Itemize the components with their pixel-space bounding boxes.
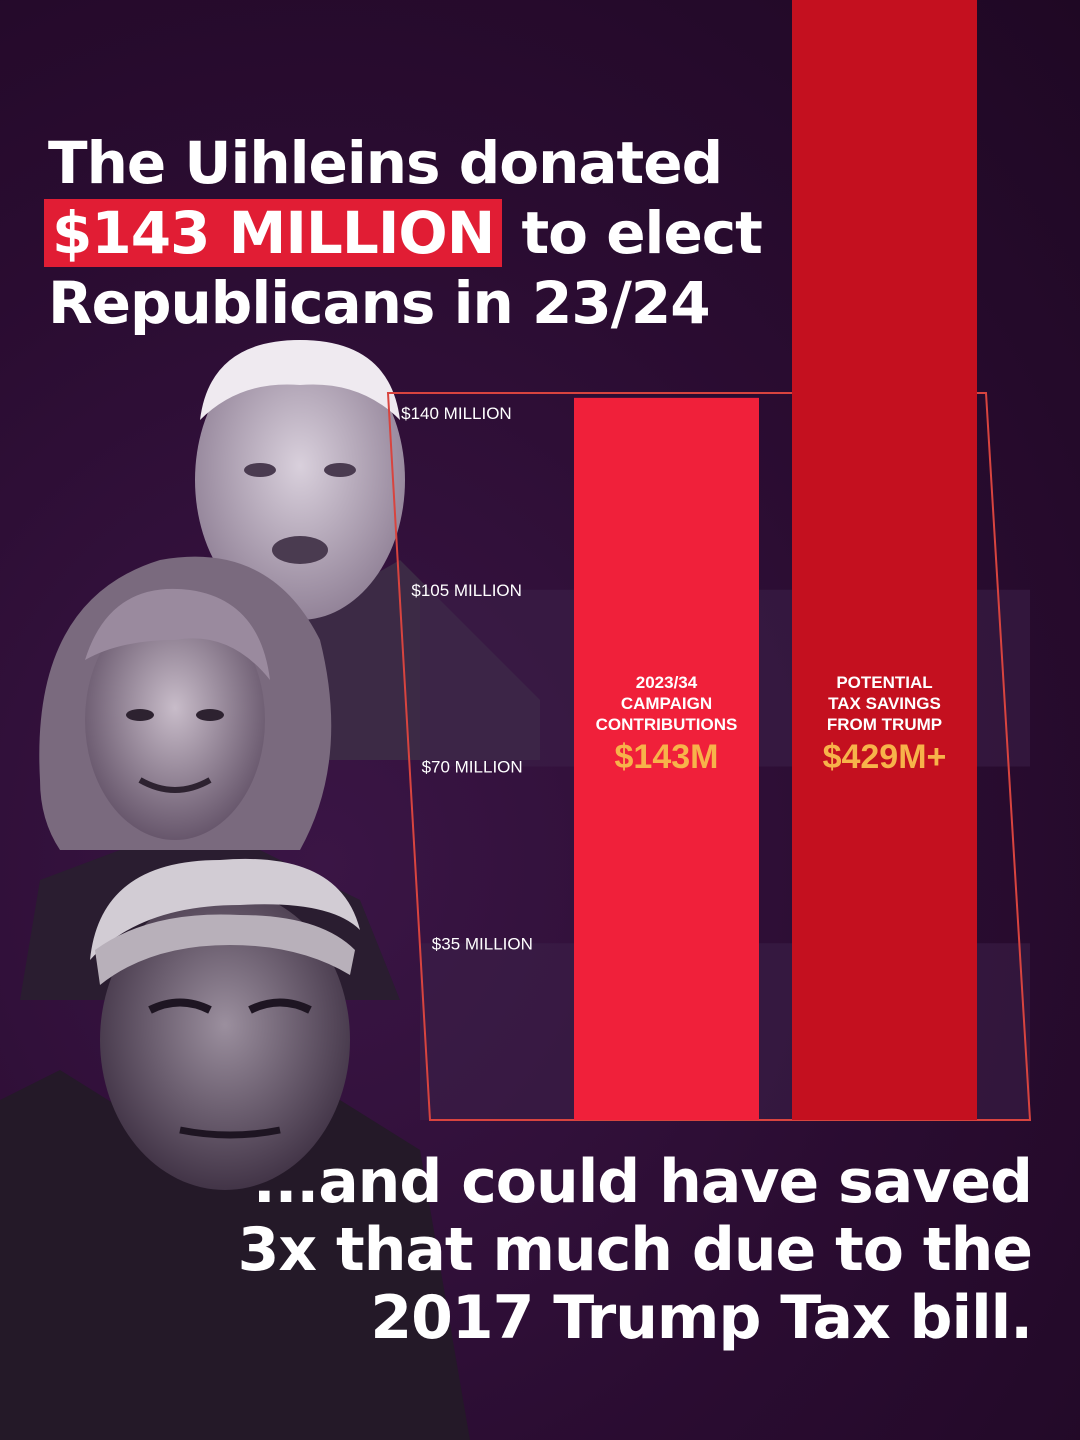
bar-category-label: TAX SAVINGS <box>828 694 941 713</box>
headline-line2-rest: to elect <box>502 199 762 267</box>
footer-text: ...and could have saved 3x that much due… <box>172 1147 1033 1353</box>
y-tick-label: $35 MILLION <box>432 934 533 953</box>
y-tick-label: $105 MILLION <box>411 581 522 600</box>
bar-value-label: $429M+ <box>823 738 947 776</box>
headline-line1: The Uihleins donated <box>48 129 723 197</box>
bar-category-label: CONTRIBUTIONS <box>596 715 738 734</box>
chart-frame <box>386 392 1032 1121</box>
bars <box>574 0 977 1121</box>
bar <box>792 0 977 1120</box>
bar-value-label: $143M <box>615 738 719 776</box>
bar-category-label: 2023/34 <box>636 673 698 692</box>
headline-line3: Republicans in 23/24 <box>48 269 711 337</box>
people-photos <box>0 340 540 1440</box>
bar <box>574 397 759 1121</box>
footer-line3: 2017 Trump Tax bill. <box>370 1283 1033 1353</box>
y-tick-label: $140 MILLION <box>401 404 512 423</box>
bar-category-label: CAMPAIGN <box>621 694 712 713</box>
footer-line1: ...and could have saved <box>252 1147 1033 1217</box>
y-tick-label: $70 MILLION <box>422 758 523 777</box>
bar-labels: 2023/34 CAMPAIGN CONTRIBUTIONS $143M POTENTI… <box>596 673 947 776</box>
headline-line2: $143 MILLION to elect <box>44 198 828 268</box>
bar-category-label: FROM TRUMP <box>827 715 942 734</box>
footer-line2: 3x that much due to the <box>237 1215 1033 1285</box>
headline: The Uihleins donated $143 MILLION to ele… <box>44 128 828 338</box>
bar-category-label: POTENTIAL <box>836 673 932 692</box>
y-tick-labels: $35 MILLION $70 MILLION $105 MILLION $140 M… <box>401 404 533 953</box>
headline-highlight: $143 MILLION <box>44 199 503 267</box>
trump-photo <box>0 858 470 1440</box>
